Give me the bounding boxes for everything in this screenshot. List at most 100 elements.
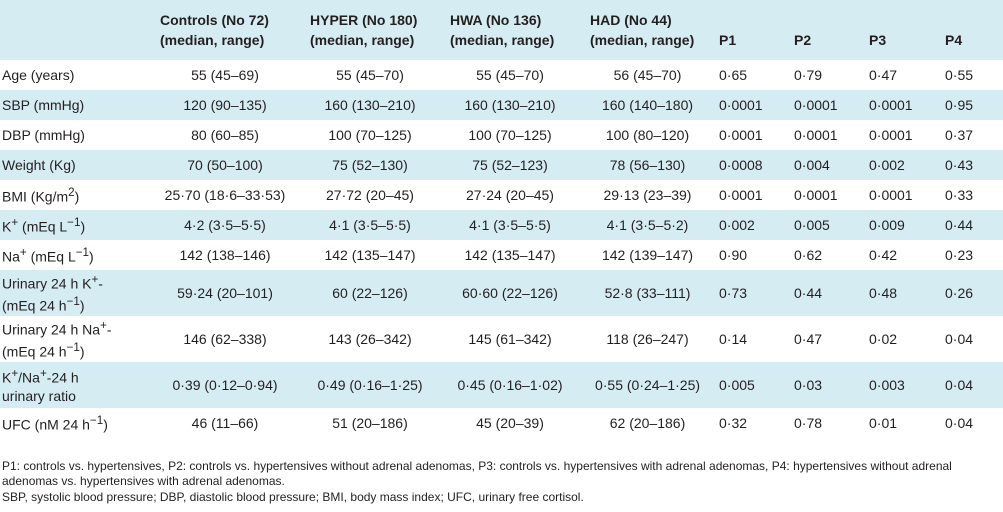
cell-p2: 0·0001 bbox=[794, 187, 838, 203]
cell-had: 118 (26–247) bbox=[606, 331, 689, 347]
cell-had: 100 (80–120) bbox=[605, 127, 690, 143]
cell-p1: 0·90 bbox=[719, 247, 748, 263]
cell-had: 0·55 (0·24–1·25) bbox=[594, 377, 701, 393]
cell-p3: 0·0001 bbox=[869, 97, 913, 113]
cell-hyper: 142 (135–147) bbox=[324, 247, 416, 263]
row-label: Weight (Kg) bbox=[2, 157, 76, 173]
cell-hwa: 4·1 (3·5–5·5) bbox=[469, 217, 551, 233]
row-label: K+/Na+-24 h urinary ratio bbox=[2, 367, 79, 404]
cell-p3: 0·47 bbox=[869, 67, 898, 83]
cell-had: 160 (140–180) bbox=[601, 97, 694, 113]
cell-controls: 46 (11–66) bbox=[191, 415, 259, 431]
row-label: Urinary 24 h Na+- (mEq 24 h−1) bbox=[2, 319, 112, 360]
header-p3: P3 bbox=[869, 32, 887, 48]
row-label: K+ (mEq L−1) bbox=[2, 216, 86, 235]
row-label: Age (years) bbox=[2, 67, 75, 83]
cell-controls: 142 (138–146) bbox=[179, 247, 271, 263]
cell-hyper: 51 (20–186) bbox=[332, 415, 408, 431]
header-had: HAD (No 44) (median, range) bbox=[590, 12, 695, 48]
cell-hwa: 145 (61–342) bbox=[468, 331, 552, 347]
cell-hyper: 60 (22–126) bbox=[332, 285, 408, 301]
cell-p4: 0·43 bbox=[945, 157, 974, 173]
cell-hyper: 160 (130–210) bbox=[324, 97, 416, 113]
cell-controls: 25·70 (18·6–33·53) bbox=[164, 187, 286, 203]
cell-p3: 0·02 bbox=[869, 331, 898, 347]
row-label: DBP (mmHg) bbox=[2, 127, 85, 143]
table-row: Weight (Kg) 70 (50–100) 75 (52–130) 75 (52–… bbox=[0, 150, 1003, 180]
cell-p1: 0·73 bbox=[719, 285, 748, 301]
cell-controls: 80 (60–85) bbox=[191, 127, 259, 143]
cell-had: 52·8 (33–111) bbox=[604, 285, 691, 301]
row-label: Na+ (mEq L−1) bbox=[2, 246, 94, 265]
cell-p4: 0·04 bbox=[945, 331, 974, 347]
cell-p2: 0·0001 bbox=[794, 97, 838, 113]
cell-had: 62 (20–186) bbox=[609, 415, 686, 431]
header-variable bbox=[0, 0, 150, 60]
header-hyper: HYPER (No 180) (median, range) bbox=[310, 12, 418, 48]
cell-p4: 0·04 bbox=[945, 415, 974, 431]
cell-had: 78 (56–130) bbox=[609, 157, 686, 173]
table-row: DBP (mmHg) 80 (60–85) 100 (70–125) 100 (70–… bbox=[0, 120, 1003, 150]
table-row: SBP (mmHg) 120 (90–135) 160 (130–210) 160 (… bbox=[0, 90, 1003, 120]
cell-p3: 0·0001 bbox=[869, 127, 913, 143]
cell-had: 29·13 (23–39) bbox=[603, 187, 692, 203]
cell-hwa: 75 (52–123) bbox=[472, 157, 548, 173]
cell-p1: 0·005 bbox=[719, 377, 755, 393]
cell-controls: 70 (50–100) bbox=[187, 157, 263, 173]
table-row: Urinary 24 h Na+- (mEq 24 h−1) 146 (62–338… bbox=[0, 316, 1003, 362]
cell-p4: 0·37 bbox=[945, 127, 974, 143]
cell-controls: 4·2 (3·5–5·5) bbox=[184, 217, 266, 233]
cell-hyper: 4·1 (3·5–5·5) bbox=[329, 217, 411, 233]
cell-p1: 0·002 bbox=[719, 217, 755, 233]
cell-hyper: 55 (45–70) bbox=[336, 67, 404, 83]
cell-p2: 0·62 bbox=[794, 247, 823, 263]
cell-controls: 55 (45–69) bbox=[191, 67, 259, 83]
cell-p2: 0·03 bbox=[794, 377, 823, 393]
table-row: Na+ (mEq L−1) 142 (138–146) 142 (135–147) 1… bbox=[0, 240, 1003, 270]
cell-had: 142 (139–147) bbox=[601, 247, 694, 263]
cell-hyper: 0·49 (0·16–1·25) bbox=[317, 377, 423, 393]
footnote-p-values: P1: controls vs. hypertensives, P2: cont… bbox=[2, 459, 952, 488]
cell-p3: 0·42 bbox=[869, 247, 898, 263]
cell-p1: 0·0001 bbox=[719, 97, 763, 113]
cell-hyper: 75 (52–130) bbox=[332, 157, 408, 173]
cell-p4: 0·26 bbox=[945, 285, 974, 301]
cell-p3: 0·48 bbox=[869, 285, 898, 301]
table-row: K+ (mEq L−1) 4·2 (3·5–5·5) 4·1 (3·5–5·5) 4·… bbox=[0, 210, 1003, 240]
table-row: BMI (Kg/m2) 25·70 (18·6–33·53) 27·72 (20–4… bbox=[0, 180, 1003, 210]
header-p1: P1 bbox=[719, 32, 737, 48]
cell-hwa: 27·24 (20–45) bbox=[466, 187, 554, 203]
cell-had: 4·1 (3·5–5·2) bbox=[606, 217, 689, 233]
cell-hwa: 142 (135–147) bbox=[464, 247, 556, 263]
cell-had: 56 (45–70) bbox=[613, 67, 682, 83]
header-controls: Controls (No 72) (median, range) bbox=[160, 12, 269, 48]
cell-p2: 0·47 bbox=[794, 331, 823, 347]
cell-hwa: 0·45 (0·16–1·02) bbox=[457, 377, 563, 393]
cell-p4: 0·33 bbox=[945, 187, 974, 203]
row-label: BMI (Kg/m2) bbox=[2, 186, 80, 205]
cell-p2: 0·004 bbox=[794, 157, 830, 173]
cell-p1: 0·65 bbox=[719, 67, 748, 83]
cell-p3: 0·009 bbox=[869, 217, 905, 233]
cell-p3: 0·002 bbox=[869, 157, 905, 173]
table-row: Age (years) 55 (45–69) 55 (45–70) 55 (45–70… bbox=[0, 60, 1003, 90]
table-row: K+/Na+-24 h urinary ratio 0·39 (0·12–0·94)… bbox=[0, 362, 1003, 408]
table-row: UFC (nM 24 h−1) 46 (11–66) 51 (20–186) 45 (… bbox=[0, 408, 1003, 438]
cell-hwa: 100 (70–125) bbox=[468, 127, 552, 143]
table-row: Urinary 24 h K+- (mEq 24 h−1) 59·24 (20–10… bbox=[0, 270, 1003, 316]
cell-controls: 120 (90–135) bbox=[183, 97, 267, 113]
cell-hyper: 100 (70–125) bbox=[328, 127, 412, 143]
cell-p1: 0·0001 bbox=[719, 127, 763, 143]
cell-controls: 0·39 (0·12–0·94) bbox=[172, 377, 278, 393]
cell-p2: 0·0001 bbox=[794, 127, 838, 143]
cell-hyper: 27·72 (20–45) bbox=[326, 187, 414, 203]
cell-p2: 0·79 bbox=[794, 67, 823, 83]
cell-p1: 0·0008 bbox=[719, 157, 763, 173]
row-label: UFC (nM 24 h−1) bbox=[2, 414, 108, 433]
cell-controls: 59·24 (20–101) bbox=[177, 285, 273, 301]
cell-p4: 0·95 bbox=[945, 97, 974, 113]
cell-p1: 0·0001 bbox=[719, 187, 763, 203]
cell-p4: 0·04 bbox=[945, 377, 974, 393]
cell-hwa: 160 (130–210) bbox=[464, 97, 556, 113]
header-row: Controls (No 72) (median, range) HYPER (N… bbox=[0, 0, 1003, 60]
